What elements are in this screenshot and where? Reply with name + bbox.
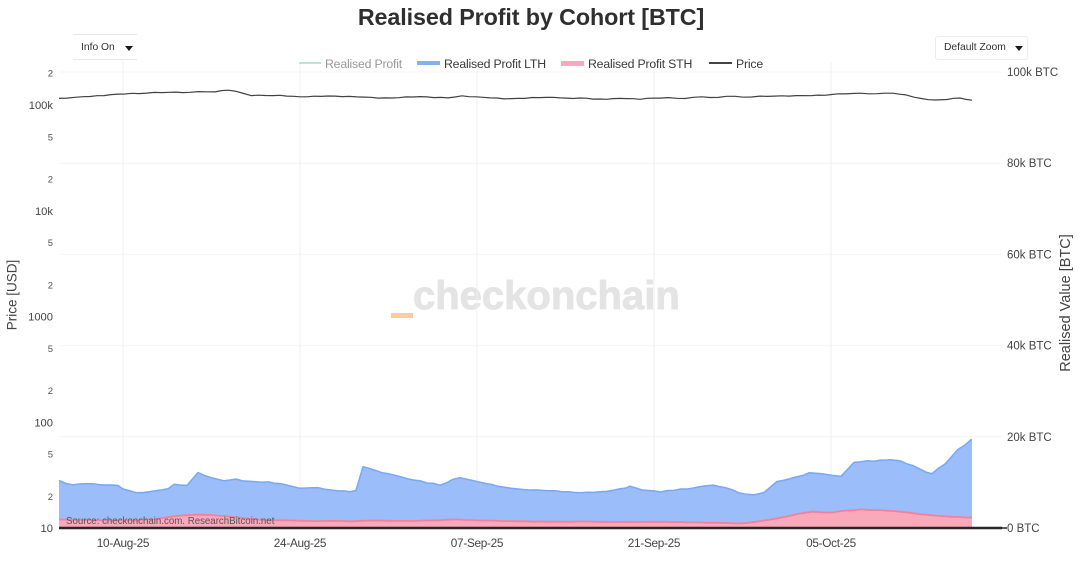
svg-text:5: 5 <box>48 344 53 355</box>
svg-text:2: 2 <box>48 69 53 80</box>
svg-text:60k BTC: 60k BTC <box>1007 249 1052 261</box>
svg-text:100: 100 <box>34 417 53 429</box>
svg-text:2: 2 <box>48 175 53 186</box>
svg-text:40k BTC: 40k BTC <box>1007 341 1052 353</box>
svg-text:05-Oct-25: 05-Oct-25 <box>806 536 856 550</box>
svg-text:5: 5 <box>48 132 53 143</box>
svg-text:20k BTC: 20k BTC <box>1007 432 1052 444</box>
svg-text:10k: 10k <box>35 206 53 218</box>
svg-text:5: 5 <box>48 450 53 461</box>
svg-text:Source: checkonchain.com. Rese: Source: checkonchain.com. ResearchBitcoi… <box>66 516 275 527</box>
svg-text:100k: 100k <box>29 100 54 112</box>
svg-text:10: 10 <box>41 523 53 535</box>
svg-text:5: 5 <box>48 238 53 249</box>
svg-text:10-Aug-25: 10-Aug-25 <box>97 536 150 550</box>
svg-text:2: 2 <box>48 386 53 397</box>
svg-text:21-Sep-25: 21-Sep-25 <box>628 536 681 550</box>
svg-text:Realised Value [BTC]: Realised Value [BTC] <box>1058 234 1074 372</box>
svg-text:80k BTC: 80k BTC <box>1007 158 1052 170</box>
svg-text:2: 2 <box>48 492 53 503</box>
svg-text:07-Sep-25: 07-Sep-25 <box>451 536 504 550</box>
svg-text:Price [USD]: Price [USD] <box>5 260 20 331</box>
svg-text:2: 2 <box>48 281 53 292</box>
svg-text:0 BTC: 0 BTC <box>1007 523 1040 535</box>
svg-text:100k BTC: 100k BTC <box>1007 67 1058 79</box>
svg-text:1000: 1000 <box>28 312 53 324</box>
svg-text:24-Aug-25: 24-Aug-25 <box>274 536 327 550</box>
